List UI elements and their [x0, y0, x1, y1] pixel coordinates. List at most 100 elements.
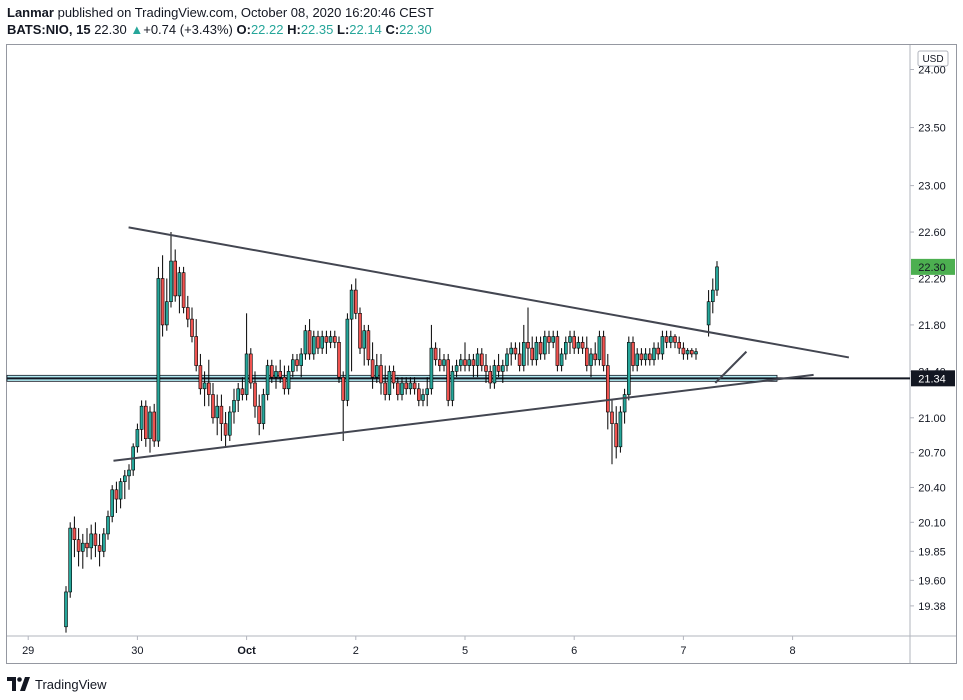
candle-body: [118, 481, 123, 500]
candle-body: [311, 336, 316, 355]
candle-body: [677, 342, 682, 349]
candle-body: [589, 353, 593, 366]
candle-body: [433, 347, 438, 361]
candle-body: [307, 330, 312, 355]
trendline-lower: [113, 373, 814, 462]
chart-frame: [6, 44, 957, 664]
candle-body: [89, 533, 93, 549]
candle-body: [328, 336, 333, 343]
candle-body: [652, 347, 656, 361]
candle-body: [198, 365, 203, 390]
candle-body: [538, 342, 543, 355]
candle-body: [278, 371, 283, 378]
candle-body: [513, 347, 518, 355]
up-arrow-icon: ▲: [130, 22, 144, 37]
y-tick-label: 22.20: [918, 273, 946, 285]
author-name[interactable]: Lanmar: [7, 5, 54, 20]
candle-body: [517, 353, 522, 366]
candle-body: [223, 423, 228, 436]
candle-body: [694, 351, 698, 355]
candle-body: [320, 336, 325, 349]
candle-body: [505, 353, 509, 366]
candle-body: [68, 527, 72, 593]
candle-body: [152, 411, 156, 442]
candle-body: [584, 347, 589, 366]
currency-badge: [917, 50, 949, 67]
candle-body: [635, 353, 640, 366]
brand-name[interactable]: TradingView: [35, 676, 107, 692]
candle-body: [673, 336, 677, 343]
candle-body: [450, 371, 455, 401]
candle-body: [85, 542, 89, 549]
candle-body: [169, 260, 173, 303]
candle-body: [295, 359, 299, 366]
candle-body: [274, 371, 278, 378]
candle-body: [316, 336, 320, 349]
candle-body: [374, 365, 379, 378]
candle-body: [576, 342, 581, 349]
candle-body: [177, 272, 182, 297]
candle-body: [475, 353, 480, 366]
candle-body: [509, 347, 514, 355]
x-tick-label: 5: [462, 645, 468, 657]
low-label: L:: [337, 22, 350, 37]
y-tick-label: 19.60: [918, 575, 946, 587]
candle-body: [454, 365, 459, 372]
candle-body: [337, 342, 341, 378]
candle-body: [97, 545, 102, 552]
candle-body: [521, 342, 526, 366]
candle-body: [488, 371, 493, 384]
open-value: 22.22: [250, 22, 284, 37]
candle-body: [358, 313, 362, 349]
candle-body: [236, 388, 240, 401]
tradingview-logo-icon[interactable]: [7, 677, 31, 691]
candle-body: [484, 365, 488, 372]
candle-body: [463, 359, 467, 366]
high-value: 22.35: [300, 22, 334, 37]
last-price: 22.30: [94, 22, 127, 37]
candle-body: [211, 394, 215, 419]
publish-text: published on TradingView.com, October 08…: [57, 5, 434, 20]
candle-body: [139, 405, 144, 430]
candle-body: [383, 382, 388, 395]
y-tick-label: 23.50: [918, 123, 946, 135]
candle-body: [64, 591, 68, 628]
last-price-label: 22.30: [918, 262, 946, 274]
candle-body: [207, 382, 211, 395]
candle-body: [219, 405, 224, 424]
candle-body: [249, 353, 253, 384]
candle-body: [345, 318, 350, 401]
candle-body: [626, 342, 631, 395]
candle-body: [542, 336, 547, 355]
candle-body: [349, 289, 354, 320]
candle-body: [240, 388, 245, 395]
candle-body: [186, 307, 190, 320]
symbol-label: BATS:NIO, 15: [7, 22, 91, 37]
candle-body: [282, 376, 287, 390]
candle-body: [568, 336, 572, 343]
candle-body: [681, 347, 686, 355]
candle-body: [446, 359, 451, 401]
candle-body: [668, 336, 673, 343]
publish-info: Lanmar published on TradingView.com, Oct…: [7, 5, 434, 20]
y-tick-label: 22.60: [918, 227, 946, 239]
candle-body: [387, 371, 392, 395]
level-label: 21.34: [918, 373, 946, 385]
candle-body: [156, 278, 161, 442]
candle-body: [500, 365, 505, 372]
candle-body: [639, 353, 644, 361]
candle-body: [496, 365, 501, 372]
candle-body: [715, 266, 719, 291]
candle-body: [400, 382, 404, 395]
candle-body: [160, 278, 165, 326]
candle-body: [622, 394, 627, 413]
candle-body: [123, 475, 127, 482]
candle-body: [656, 347, 661, 355]
candle-body: [165, 301, 169, 326]
candle-body: [458, 359, 463, 366]
y-tick-label: 19.85: [918, 546, 946, 558]
candle-body: [618, 411, 623, 448]
candle-body: [425, 388, 430, 395]
candle-body: [202, 382, 207, 390]
